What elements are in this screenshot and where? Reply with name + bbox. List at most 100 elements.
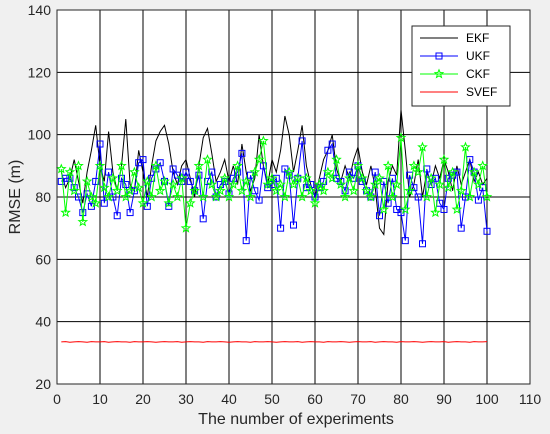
- y-tick-label: 140: [28, 2, 52, 18]
- point-ckf: [219, 172, 230, 183]
- point-ukf: [173, 171, 181, 179]
- x-tick-label: 20: [135, 391, 151, 407]
- legend-label-ekf: EKF: [466, 31, 489, 45]
- point-ckf: [103, 191, 114, 202]
- point-ckf: [399, 203, 411, 215]
- x-tick-label: 0: [53, 391, 61, 407]
- point-ukf: [100, 199, 108, 207]
- point-ukf: [376, 212, 383, 220]
- point-ckf: [154, 185, 166, 196]
- point-ckf: [477, 160, 489, 171]
- x-tick-label: 90: [436, 391, 452, 407]
- point-ckf: [111, 185, 123, 196]
- point-ukf: [75, 193, 82, 201]
- point-ckf: [391, 178, 403, 190]
- point-ckf: [326, 172, 338, 183]
- point-ckf: [215, 185, 226, 196]
- x-axis-label: The number of experiments: [198, 411, 394, 428]
- point-ckf: [120, 191, 132, 202]
- point-ckf: [236, 185, 248, 196]
- y-tick-label: 60: [35, 251, 51, 267]
- legend-item-ekf: EKF: [420, 31, 489, 45]
- point-ckf: [90, 197, 102, 208]
- plot-frame: [56, 9, 531, 385]
- point-ckf: [73, 160, 84, 171]
- x-tick-label: 110: [519, 391, 542, 407]
- point-ukf: [208, 168, 216, 176]
- x-tick-label: 80: [393, 391, 409, 407]
- point-ckf: [232, 160, 243, 171]
- point-ukf: [453, 168, 461, 176]
- point-ukf: [410, 184, 418, 192]
- point-ckf: [344, 172, 355, 183]
- point-ukf: [384, 199, 392, 207]
- point-ckf: [395, 132, 407, 143]
- point-ckf: [189, 185, 200, 196]
- point-ckf: [374, 172, 385, 183]
- point-ckf: [365, 191, 377, 202]
- point-ckf: [129, 166, 140, 177]
- point-ukf: [272, 174, 280, 182]
- point-ukf: [234, 168, 242, 176]
- point-ukf: [290, 221, 297, 229]
- point-ukf: [169, 165, 177, 173]
- point-ckf: [86, 191, 97, 202]
- point-ckf: [318, 185, 329, 196]
- point-ckf: [266, 172, 278, 183]
- point-ckf: [468, 166, 480, 177]
- point-ckf: [249, 166, 261, 177]
- point-ckf: [202, 154, 213, 165]
- point-ckf: [305, 185, 317, 196]
- point-ckf: [296, 191, 308, 202]
- point-ckf: [283, 166, 295, 177]
- point-ckf: [240, 175, 252, 186]
- point-ckf: [98, 182, 110, 193]
- point-ukf: [419, 240, 426, 248]
- point-ckf: [163, 197, 175, 208]
- point-ckf: [176, 172, 187, 183]
- point-ckf: [68, 185, 80, 196]
- point-ckf: [357, 172, 368, 183]
- point-ukf: [440, 205, 448, 213]
- x-tick-label: 50: [264, 391, 280, 407]
- point-ukf: [328, 140, 336, 148]
- point-ckf: [167, 178, 179, 190]
- x-tick-label: 10: [92, 391, 108, 407]
- point-ckf: [455, 185, 467, 196]
- point-ckf: [408, 160, 420, 171]
- point-ckf: [107, 172, 119, 183]
- point-ckf: [442, 182, 454, 193]
- y-axis-label: RMSE (m): [7, 160, 24, 235]
- point-ckf: [193, 160, 205, 171]
- point-ckf: [141, 175, 153, 186]
- point-ukf: [113, 212, 121, 220]
- legend-item-svef: SVEF: [420, 85, 497, 99]
- point-ckf: [124, 185, 136, 196]
- y-tick-label: 80: [35, 189, 51, 205]
- point-ckf: [146, 191, 157, 202]
- x-tick-label: 100: [475, 391, 499, 407]
- point-ckf: [253, 154, 265, 165]
- point-ukf: [238, 149, 246, 157]
- point-ckf: [348, 185, 360, 196]
- point-ckf: [417, 141, 428, 152]
- point-ukf: [109, 193, 117, 201]
- point-ckf: [137, 197, 149, 208]
- point-ckf: [223, 191, 235, 202]
- point-ukf: [186, 177, 194, 185]
- point-ckf: [361, 185, 372, 196]
- point-ckf: [94, 160, 106, 171]
- point-ckf: [245, 191, 256, 202]
- point-ckf: [434, 178, 446, 190]
- point-ckf: [197, 191, 209, 202]
- y-tick-label: 120: [28, 64, 52, 80]
- point-ckf: [451, 203, 463, 215]
- point-ckf: [460, 141, 471, 152]
- point-ukf: [122, 181, 130, 189]
- point-ukf: [118, 174, 125, 182]
- point-ukf: [139, 156, 147, 164]
- point-ukf: [371, 168, 379, 176]
- point-ukf: [259, 162, 267, 170]
- point-ukf: [457, 224, 465, 232]
- point-ckf: [55, 163, 67, 174]
